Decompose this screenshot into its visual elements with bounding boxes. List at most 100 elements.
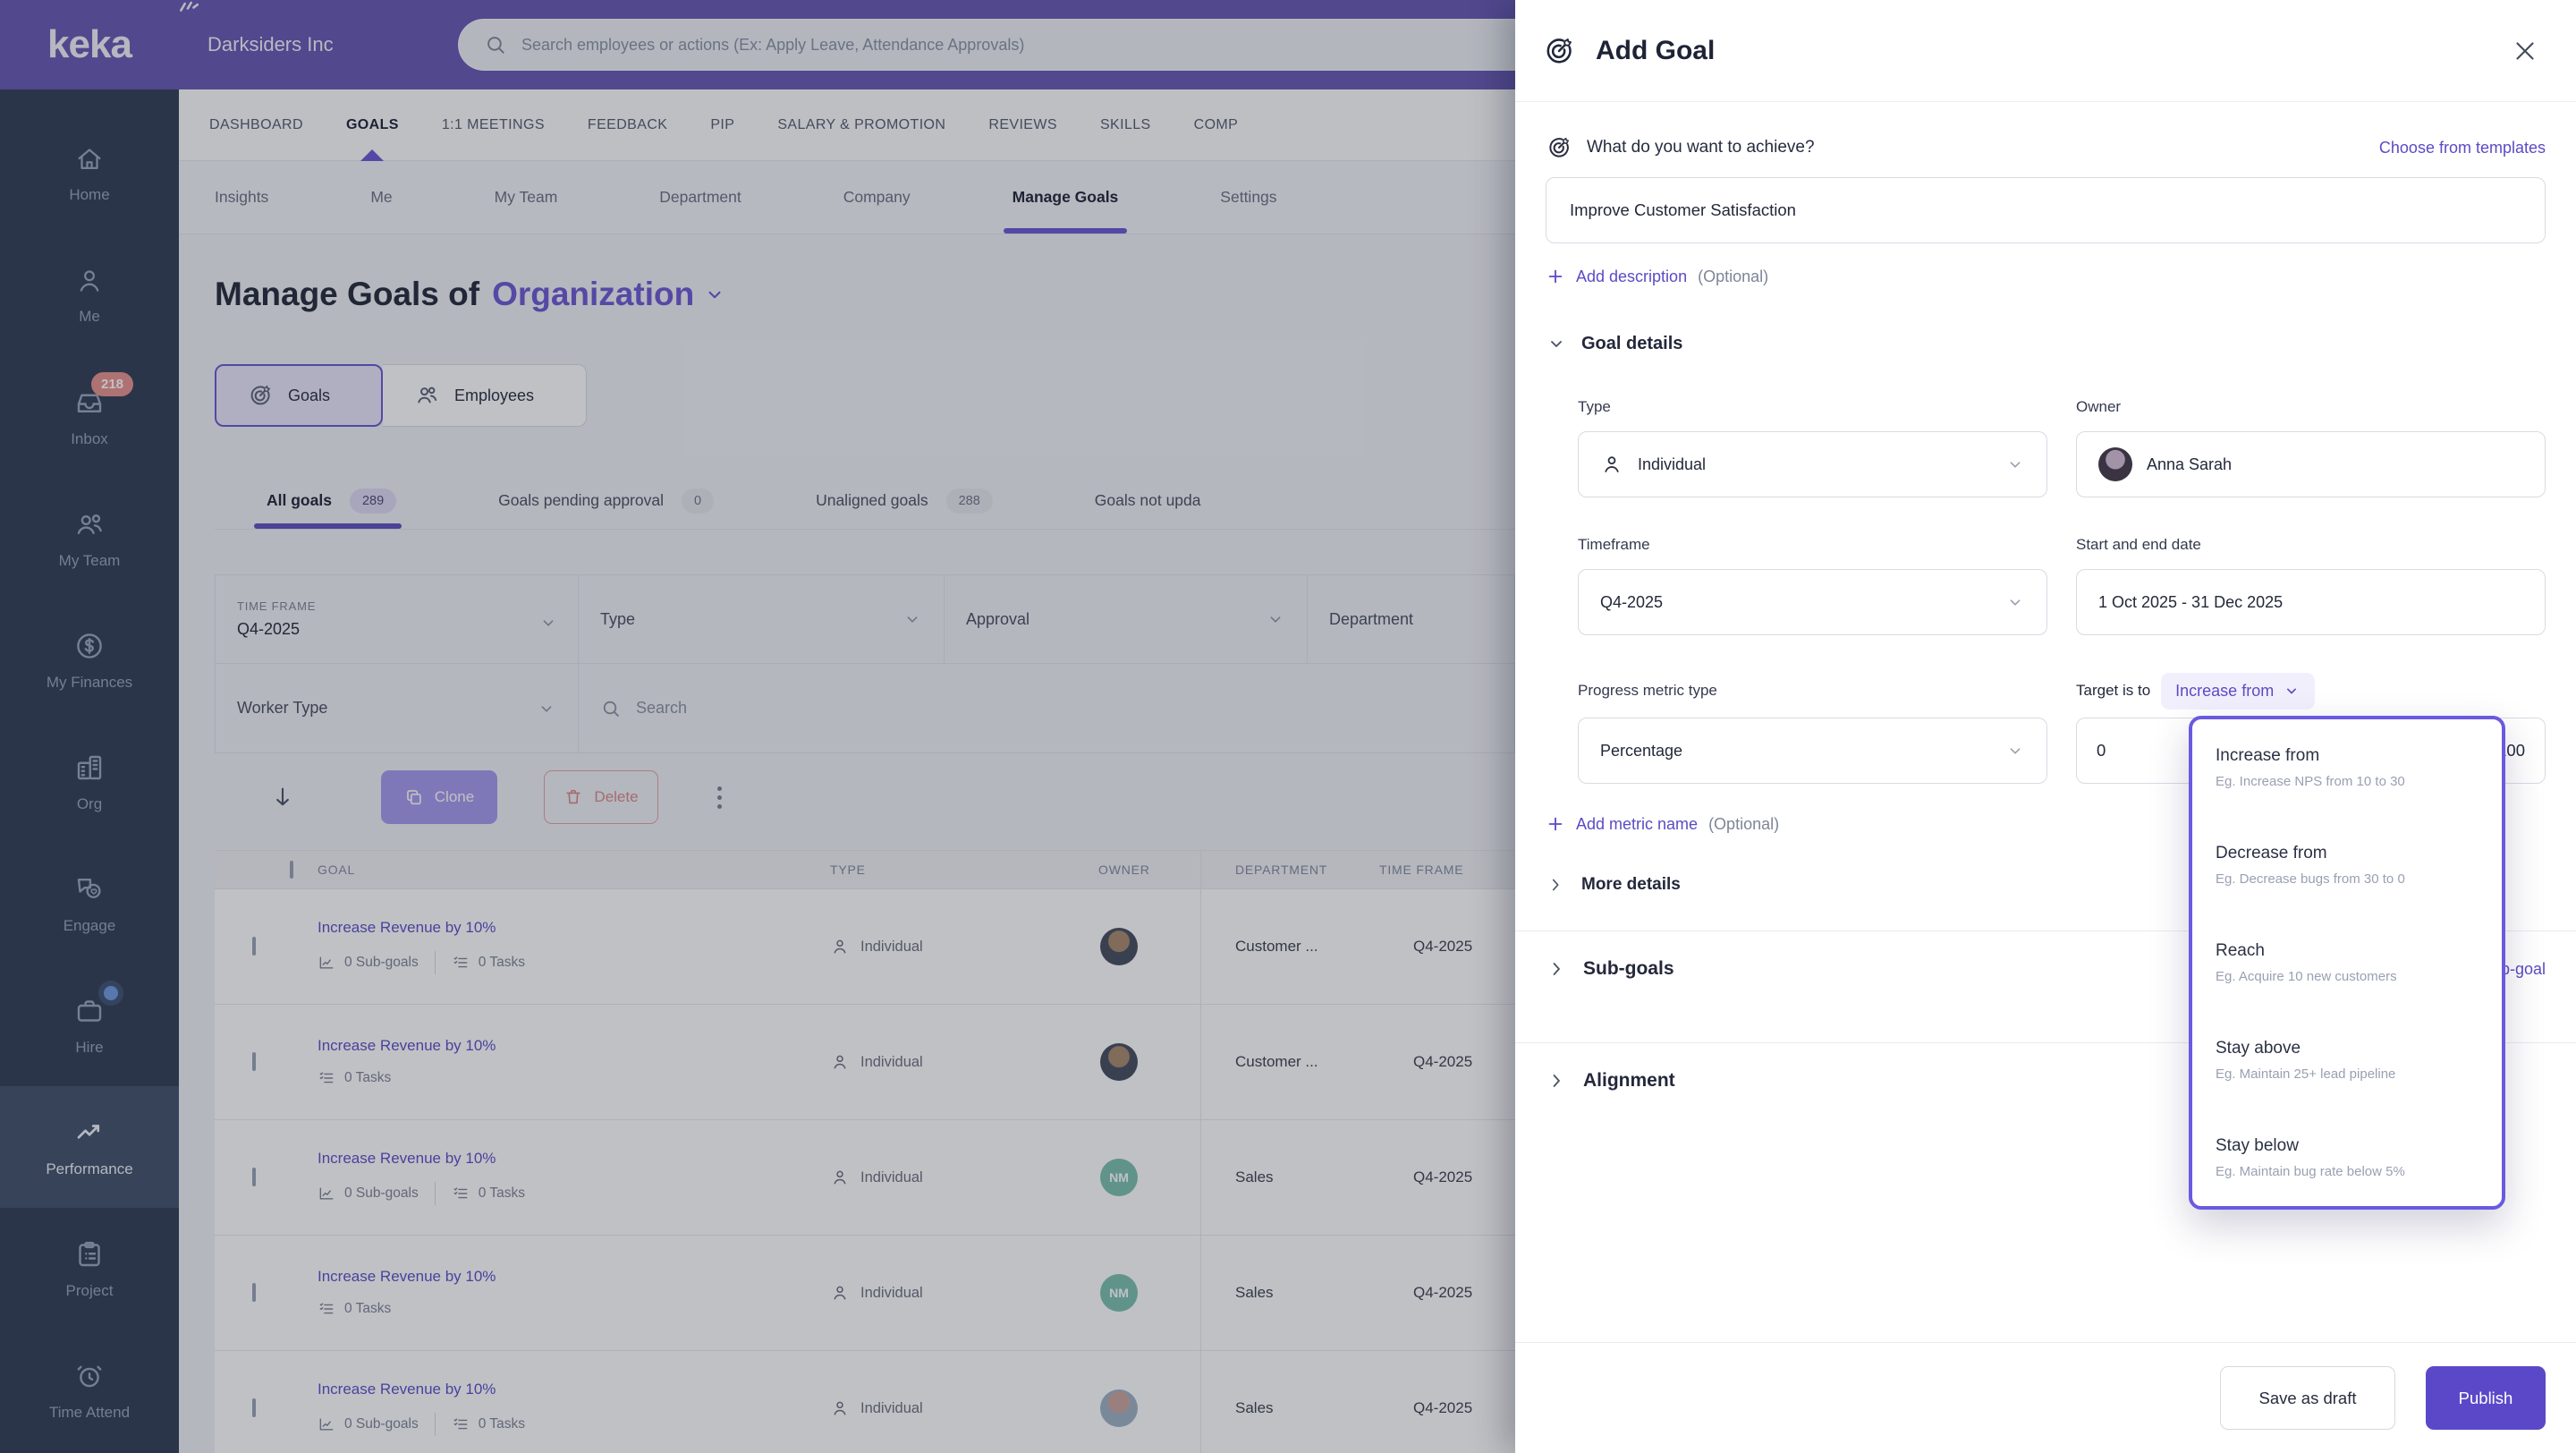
- tab-goals[interactable]: GOALS: [346, 89, 399, 160]
- subgoals-count: 0 Sub-goals: [344, 1416, 419, 1432]
- select-all-checkbox[interactable]: [290, 861, 293, 879]
- goal-details-section-header[interactable]: Goal details: [1546, 333, 2546, 354]
- more-actions-kebab-icon[interactable]: [717, 786, 722, 809]
- tab-goals-not-updated[interactable]: Goals not upda: [1095, 472, 1201, 529]
- table-row[interactable]: Increase Revenue by 10% 0 Sub-goals 0 Ta…: [215, 889, 1515, 1005]
- type-select[interactable]: Individual: [1578, 431, 2047, 497]
- scope-selector[interactable]: Organization: [492, 276, 726, 313]
- sidebar-item-project[interactable]: Project: [0, 1208, 179, 1330]
- performance-icon: [73, 1117, 106, 1149]
- table-search-input[interactable]: [636, 699, 1441, 718]
- add-description-link[interactable]: Add description (Optional): [1546, 267, 2546, 286]
- tab-unaligned-goals[interactable]: Unaligned goals 288: [816, 472, 993, 529]
- goal-title-link[interactable]: Increase Revenue by 10%: [318, 1268, 496, 1285]
- goal-title-link[interactable]: Increase Revenue by 10%: [318, 919, 496, 936]
- tab-reviews[interactable]: REVIEWS: [988, 116, 1057, 132]
- owner-avatar[interactable]: NM: [1100, 1274, 1138, 1312]
- tab-pip[interactable]: PIP: [710, 116, 735, 132]
- toggle-goals[interactable]: Goals: [215, 364, 383, 427]
- subtab-my-team[interactable]: My Team: [494, 188, 558, 206]
- row-checkbox[interactable]: [252, 1398, 256, 1417]
- sidebar-item-my-finances[interactable]: My Finances: [0, 599, 179, 721]
- toggle-employees[interactable]: Employees: [383, 364, 587, 427]
- tab-11-meetings[interactable]: 1:1 MEETINGS: [441, 116, 545, 132]
- owner-avatar[interactable]: NM: [1100, 1159, 1138, 1196]
- owner-select[interactable]: Anna Sarah: [2076, 431, 2546, 497]
- modal-backdrop[interactable]: [0, 0, 1515, 1453]
- table-search[interactable]: [579, 664, 1516, 753]
- dropdown-option-stay-above[interactable]: Stay above Eg. Maintain 25+ lead pipelin…: [2216, 1039, 2479, 1082]
- target-type-dropdown-trigger[interactable]: Increase from: [2161, 672, 2316, 710]
- goal-title-link[interactable]: Increase Revenue by 10%: [318, 1037, 496, 1054]
- publish-button[interactable]: Publish: [2426, 1366, 2546, 1430]
- owner-avatar[interactable]: [1100, 1043, 1138, 1081]
- timeframe-select[interactable]: Q4-2025: [1578, 569, 2047, 635]
- filter-worker-type[interactable]: Worker Type: [216, 664, 579, 753]
- goal-title-link[interactable]: Increase Revenue by 10%: [318, 1381, 496, 1398]
- tab-comp[interactable]: COMP: [1193, 116, 1239, 132]
- tab-goals-pending-approval[interactable]: Goals pending approval 0: [498, 472, 715, 529]
- goal-title-link[interactable]: Increase Revenue by 10%: [318, 1150, 496, 1167]
- sidebar-item-time-attend[interactable]: Time Attend: [0, 1330, 179, 1451]
- department-cell: Sales: [1200, 1236, 1379, 1350]
- table-row[interactable]: Increase Revenue by 10% 0 Tasks Individu…: [215, 1005, 1515, 1120]
- sidebar-item-me[interactable]: Me: [0, 234, 179, 356]
- goal-name-input[interactable]: [1546, 177, 2546, 243]
- row-checkbox[interactable]: [252, 1168, 256, 1186]
- tab-skills[interactable]: SKILLS: [1099, 116, 1151, 132]
- department-cell: Customer ...: [1200, 1005, 1379, 1119]
- filter-type[interactable]: Type: [579, 575, 945, 664]
- person-icon: [830, 1398, 850, 1418]
- tab-dashboard[interactable]: DASHBOARD: [209, 116, 303, 132]
- table-row[interactable]: Increase Revenue by 10% 0 Sub-goals 0 Ta…: [215, 1120, 1515, 1236]
- dropdown-option-stay-below[interactable]: Stay below Eg. Maintain bug rate below 5…: [2216, 1136, 2479, 1179]
- subtab-insights[interactable]: Insights: [215, 188, 269, 206]
- delete-button[interactable]: Delete: [544, 770, 658, 824]
- subtab-manage-goals[interactable]: Manage Goals: [1003, 161, 1127, 234]
- owner-avatar[interactable]: [1100, 928, 1138, 965]
- row-checkbox[interactable]: [252, 1283, 256, 1302]
- global-search-input[interactable]: [521, 35, 1505, 55]
- sidebar-item-my-team[interactable]: My Team: [0, 478, 179, 599]
- subtab-department[interactable]: Department: [659, 188, 741, 206]
- sidebar-item-org[interactable]: Org: [0, 721, 179, 843]
- sidebar-item-label: Engage: [63, 916, 116, 934]
- dropdown-option-reach[interactable]: Reach Eg. Acquire 10 new customers: [2216, 941, 2479, 984]
- filter-department[interactable]: Department: [1308, 575, 1516, 664]
- person-icon: [1600, 453, 1623, 476]
- clone-button[interactable]: Clone: [381, 770, 497, 824]
- table-row[interactable]: Increase Revenue by 10% 0 Tasks Individu…: [215, 1236, 1515, 1351]
- keka-logo[interactable]: keka: [0, 0, 199, 89]
- sidebar-item-inbox[interactable]: 218 Inbox: [0, 356, 179, 478]
- inbox-icon: 218: [73, 371, 134, 419]
- time-frame-cell: Q4-2025: [1413, 1399, 1473, 1416]
- dropdown-option-increase-from[interactable]: Increase from Eg. Increase NPS from 10 t…: [2216, 746, 2479, 789]
- tab-all-goals[interactable]: All goals 289: [253, 472, 402, 529]
- close-icon[interactable]: [2510, 36, 2540, 66]
- filter-approval[interactable]: Approval: [945, 575, 1308, 664]
- date-range-input[interactable]: 1 Oct 2025 - 31 Dec 2025: [2076, 569, 2546, 635]
- subtab-company[interactable]: Company: [843, 188, 911, 206]
- owner-avatar[interactable]: [1100, 1389, 1138, 1427]
- sort-arrow-icon[interactable]: [270, 785, 295, 810]
- sidebar-item-hire[interactable]: Hire: [0, 964, 179, 1086]
- sidebar-item-performance[interactable]: Performance: [0, 1086, 179, 1208]
- subtab-settings[interactable]: Settings: [1220, 188, 1277, 206]
- count-badge: 289: [349, 488, 397, 514]
- dropdown-option-decrease-from[interactable]: Decrease from Eg. Decrease bugs from 30 …: [2216, 844, 2479, 887]
- sidebar-item-home[interactable]: Home: [0, 113, 179, 234]
- sidebar-item-engage[interactable]: Engage: [0, 843, 179, 964]
- tab-feedback[interactable]: FEEDBACK: [587, 116, 668, 132]
- table-row[interactable]: Increase Revenue by 10% 0 Sub-goals 0 Ta…: [215, 1351, 1515, 1453]
- alignment-section-header[interactable]: Alignment: [1546, 1043, 2546, 1118]
- subtab-me[interactable]: Me: [370, 188, 393, 206]
- filter-time-frame[interactable]: TIME FRAME Q4-2025: [216, 575, 579, 664]
- tab-salary-promotion[interactable]: SALARY & PROMOTION: [777, 116, 946, 132]
- choose-templates-link[interactable]: Choose from templates: [2378, 138, 2546, 157]
- row-checkbox[interactable]: [252, 937, 256, 956]
- add-metric-link[interactable]: Add metric name (Optional): [1546, 814, 2546, 834]
- row-checkbox[interactable]: [252, 1052, 256, 1071]
- more-details-toggle[interactable]: More details: [1546, 875, 2546, 895]
- metric-select[interactable]: Percentage: [1578, 718, 2047, 784]
- save-as-draft-button[interactable]: Save as draft: [2220, 1366, 2395, 1430]
